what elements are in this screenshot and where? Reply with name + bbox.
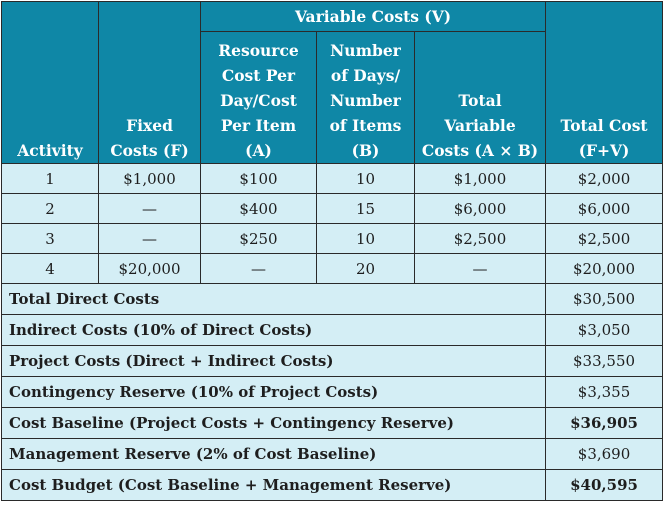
- header-days-line: of Items: [329, 116, 402, 135]
- header-number-of-days: Number of Days/ Number of Items (B): [316, 31, 415, 164]
- cell-activity: 4: [1, 253, 99, 284]
- summary-value: $40,595: [545, 469, 663, 501]
- summary-label: Total Direct Costs: [0, 283, 547, 315]
- header-days-line: Number: [330, 91, 401, 110]
- summary-label: Indirect Costs (10% of Direct Costs): [0, 314, 547, 346]
- cell-total: $2,500: [545, 223, 663, 254]
- header-resource-line: Day/Cost: [220, 91, 297, 110]
- cell-activity: 1: [1, 163, 99, 194]
- summary-row-cost-baseline: Cost Baseline (Project Costs + Contingen…: [0, 407, 663, 439]
- header-variable-costs: Variable Costs (V): [199, 1, 547, 32]
- cell-total-variable: $6,000: [413, 193, 547, 224]
- summary-label: Project Costs (Direct + Indirect Costs): [0, 345, 547, 377]
- cell-total: $2,000: [545, 163, 663, 194]
- summary-value: $3,690: [545, 438, 663, 470]
- header-fixed-costs: Fixed Costs (F): [98, 1, 201, 164]
- header-fixed-line: Fixed: [126, 116, 173, 135]
- cell-fixed: $20,000: [98, 253, 201, 284]
- summary-row-indirect: Indirect Costs (10% of Direct Costs) $3,…: [0, 314, 663, 346]
- summary-row-contingency: Contingency Reserve (10% of Project Cost…: [0, 376, 663, 408]
- cell-total-variable: —: [413, 253, 547, 284]
- cell-total-variable: $1,000: [413, 163, 547, 194]
- header-total-var-line: Variable: [444, 116, 516, 135]
- cell-fixed: —: [98, 193, 201, 224]
- table-row: 2 — $400 15 $6,000 $6,000: [1, 193, 663, 224]
- header-resource-cost: Resource Cost Per Day/Cost Per Item (A): [200, 31, 317, 164]
- summary-label: Management Reserve (2% of Cost Baseline): [0, 438, 547, 470]
- summary-row-management: Management Reserve (2% of Cost Baseline)…: [0, 438, 663, 470]
- header-resource-line: Cost Per: [221, 66, 296, 85]
- summary-row-project: Project Costs (Direct + Indirect Costs) …: [0, 345, 663, 377]
- cell-total-variable: $2,500: [413, 223, 547, 254]
- cell-resource: —: [200, 253, 317, 284]
- cell-total: $6,000: [545, 193, 663, 224]
- header-total-cost: Total Cost (F+V): [545, 1, 663, 164]
- cell-days: 10: [316, 223, 415, 254]
- header-days-line: Number: [330, 41, 401, 60]
- cell-days: 15: [316, 193, 415, 224]
- header-resource-line: Per Item: [220, 116, 297, 135]
- header-fixed-line: Costs (F): [110, 141, 189, 160]
- cell-fixed: —: [98, 223, 201, 254]
- header-activity: Activity: [1, 1, 99, 164]
- header-days-line: (B): [351, 141, 380, 160]
- summary-value: $36,905: [545, 407, 663, 439]
- summary-value: $30,500: [545, 283, 663, 315]
- header-total-var-line: Total: [458, 91, 502, 110]
- cell-days: 10: [316, 163, 415, 194]
- header-resource-line: Resource: [218, 41, 299, 60]
- cell-resource: $400: [200, 193, 317, 224]
- table-row: 3 — $250 10 $2,500 $2,500: [1, 223, 663, 254]
- cell-activity: 3: [1, 223, 99, 254]
- header-activity-line: Activity: [17, 141, 83, 160]
- summary-label: Cost Budget (Cost Baseline + Management …: [0, 469, 547, 501]
- cell-resource: $250: [200, 223, 317, 254]
- cost-table: Activity Fixed Costs (F) Variable Costs …: [0, 1, 663, 501]
- cell-total: $20,000: [545, 253, 663, 284]
- summary-label: Cost Baseline (Project Costs + Contingen…: [0, 407, 547, 439]
- header-total-line: (F+V): [578, 141, 630, 160]
- cell-resource: $100: [200, 163, 317, 194]
- table-row: 4 $20,000 — 20 — $20,000: [1, 253, 663, 284]
- header-total-variable-costs: Total Variable Costs (A × B): [413, 31, 547, 164]
- cell-activity: 2: [1, 193, 99, 224]
- summary-label: Contingency Reserve (10% of Project Cost…: [0, 376, 547, 408]
- summary-value: $3,355: [545, 376, 663, 408]
- header-total-var-line: Costs (A × B): [421, 141, 539, 160]
- summary-value: $3,050: [545, 314, 663, 346]
- cell-days: 20: [316, 253, 415, 284]
- table-row: 1 $1,000 $100 10 $1,000 $2,000: [1, 163, 663, 194]
- header-resource-line: (A): [245, 141, 272, 160]
- summary-row-cost-budget: Cost Budget (Cost Baseline + Management …: [0, 469, 663, 501]
- header-total-line: Total Cost: [560, 116, 648, 135]
- summary-value: $33,550: [545, 345, 663, 377]
- header-days-line: of Days/: [330, 66, 401, 85]
- cell-fixed: $1,000: [98, 163, 201, 194]
- summary-row-total-direct: Total Direct Costs $30,500: [0, 283, 663, 315]
